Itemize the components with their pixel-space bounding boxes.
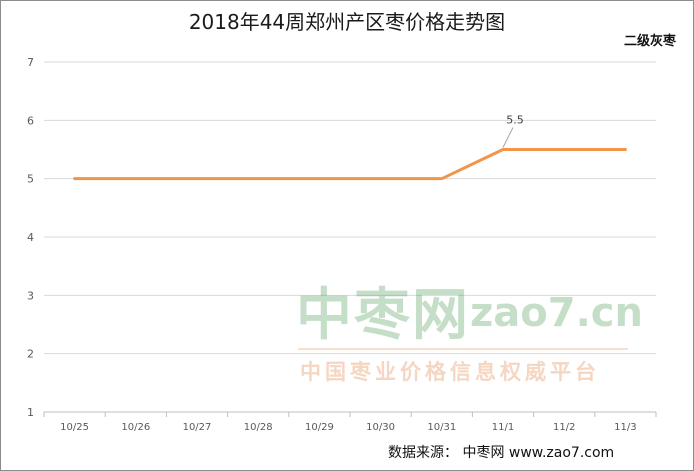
data-point — [318, 177, 321, 180]
data-point — [257, 177, 260, 180]
series-label: 二级灰枣 — [623, 34, 676, 49]
chart-title: 2018年44周郑州产区枣价格走势图 — [188, 10, 506, 34]
x-tick-label: 11/1 — [492, 422, 514, 433]
watermark-slogan: 中国枣业价格信息权威平台 — [300, 360, 600, 384]
data-point — [501, 148, 505, 151]
data-label: 5.5 — [506, 114, 524, 127]
y-tick-label: 1 — [27, 406, 34, 419]
data-point — [379, 177, 382, 180]
x-tick-label: 10/26 — [121, 422, 150, 433]
x-tick-label: 10/30 — [366, 422, 395, 433]
watermark-brand: 中枣网 — [296, 283, 470, 348]
x-tick-label: 10/29 — [305, 422, 334, 433]
y-tick-label: 2 — [27, 348, 34, 361]
x-tick-label: 10/27 — [183, 422, 212, 433]
y-tick-label: 4 — [27, 231, 34, 244]
data-point — [624, 148, 627, 151]
y-tick-label: 6 — [27, 114, 34, 127]
y-tick-label: 7 — [27, 56, 34, 69]
x-tick-label: 10/31 — [427, 422, 456, 433]
x-tick-label: 11/3 — [614, 422, 636, 433]
watermark-url: zao7.cn — [470, 290, 643, 336]
x-tick-label: 10/28 — [244, 422, 273, 433]
data-source: 数据来源： 中枣网 www.zao7.com — [388, 445, 615, 461]
series-line — [73, 148, 627, 181]
x-tick-label: 10/25 — [60, 422, 89, 433]
data-point — [134, 177, 137, 180]
y-tick-label: 5 — [27, 173, 34, 186]
data-point — [195, 177, 199, 180]
watermark-divider — [298, 348, 628, 350]
data-point — [563, 148, 566, 151]
data-point — [73, 177, 76, 180]
y-tick-label: 3 — [27, 289, 34, 302]
data-point — [440, 177, 443, 180]
data-label-leader — [502, 127, 514, 148]
x-tick-label: 11/2 — [553, 422, 575, 433]
